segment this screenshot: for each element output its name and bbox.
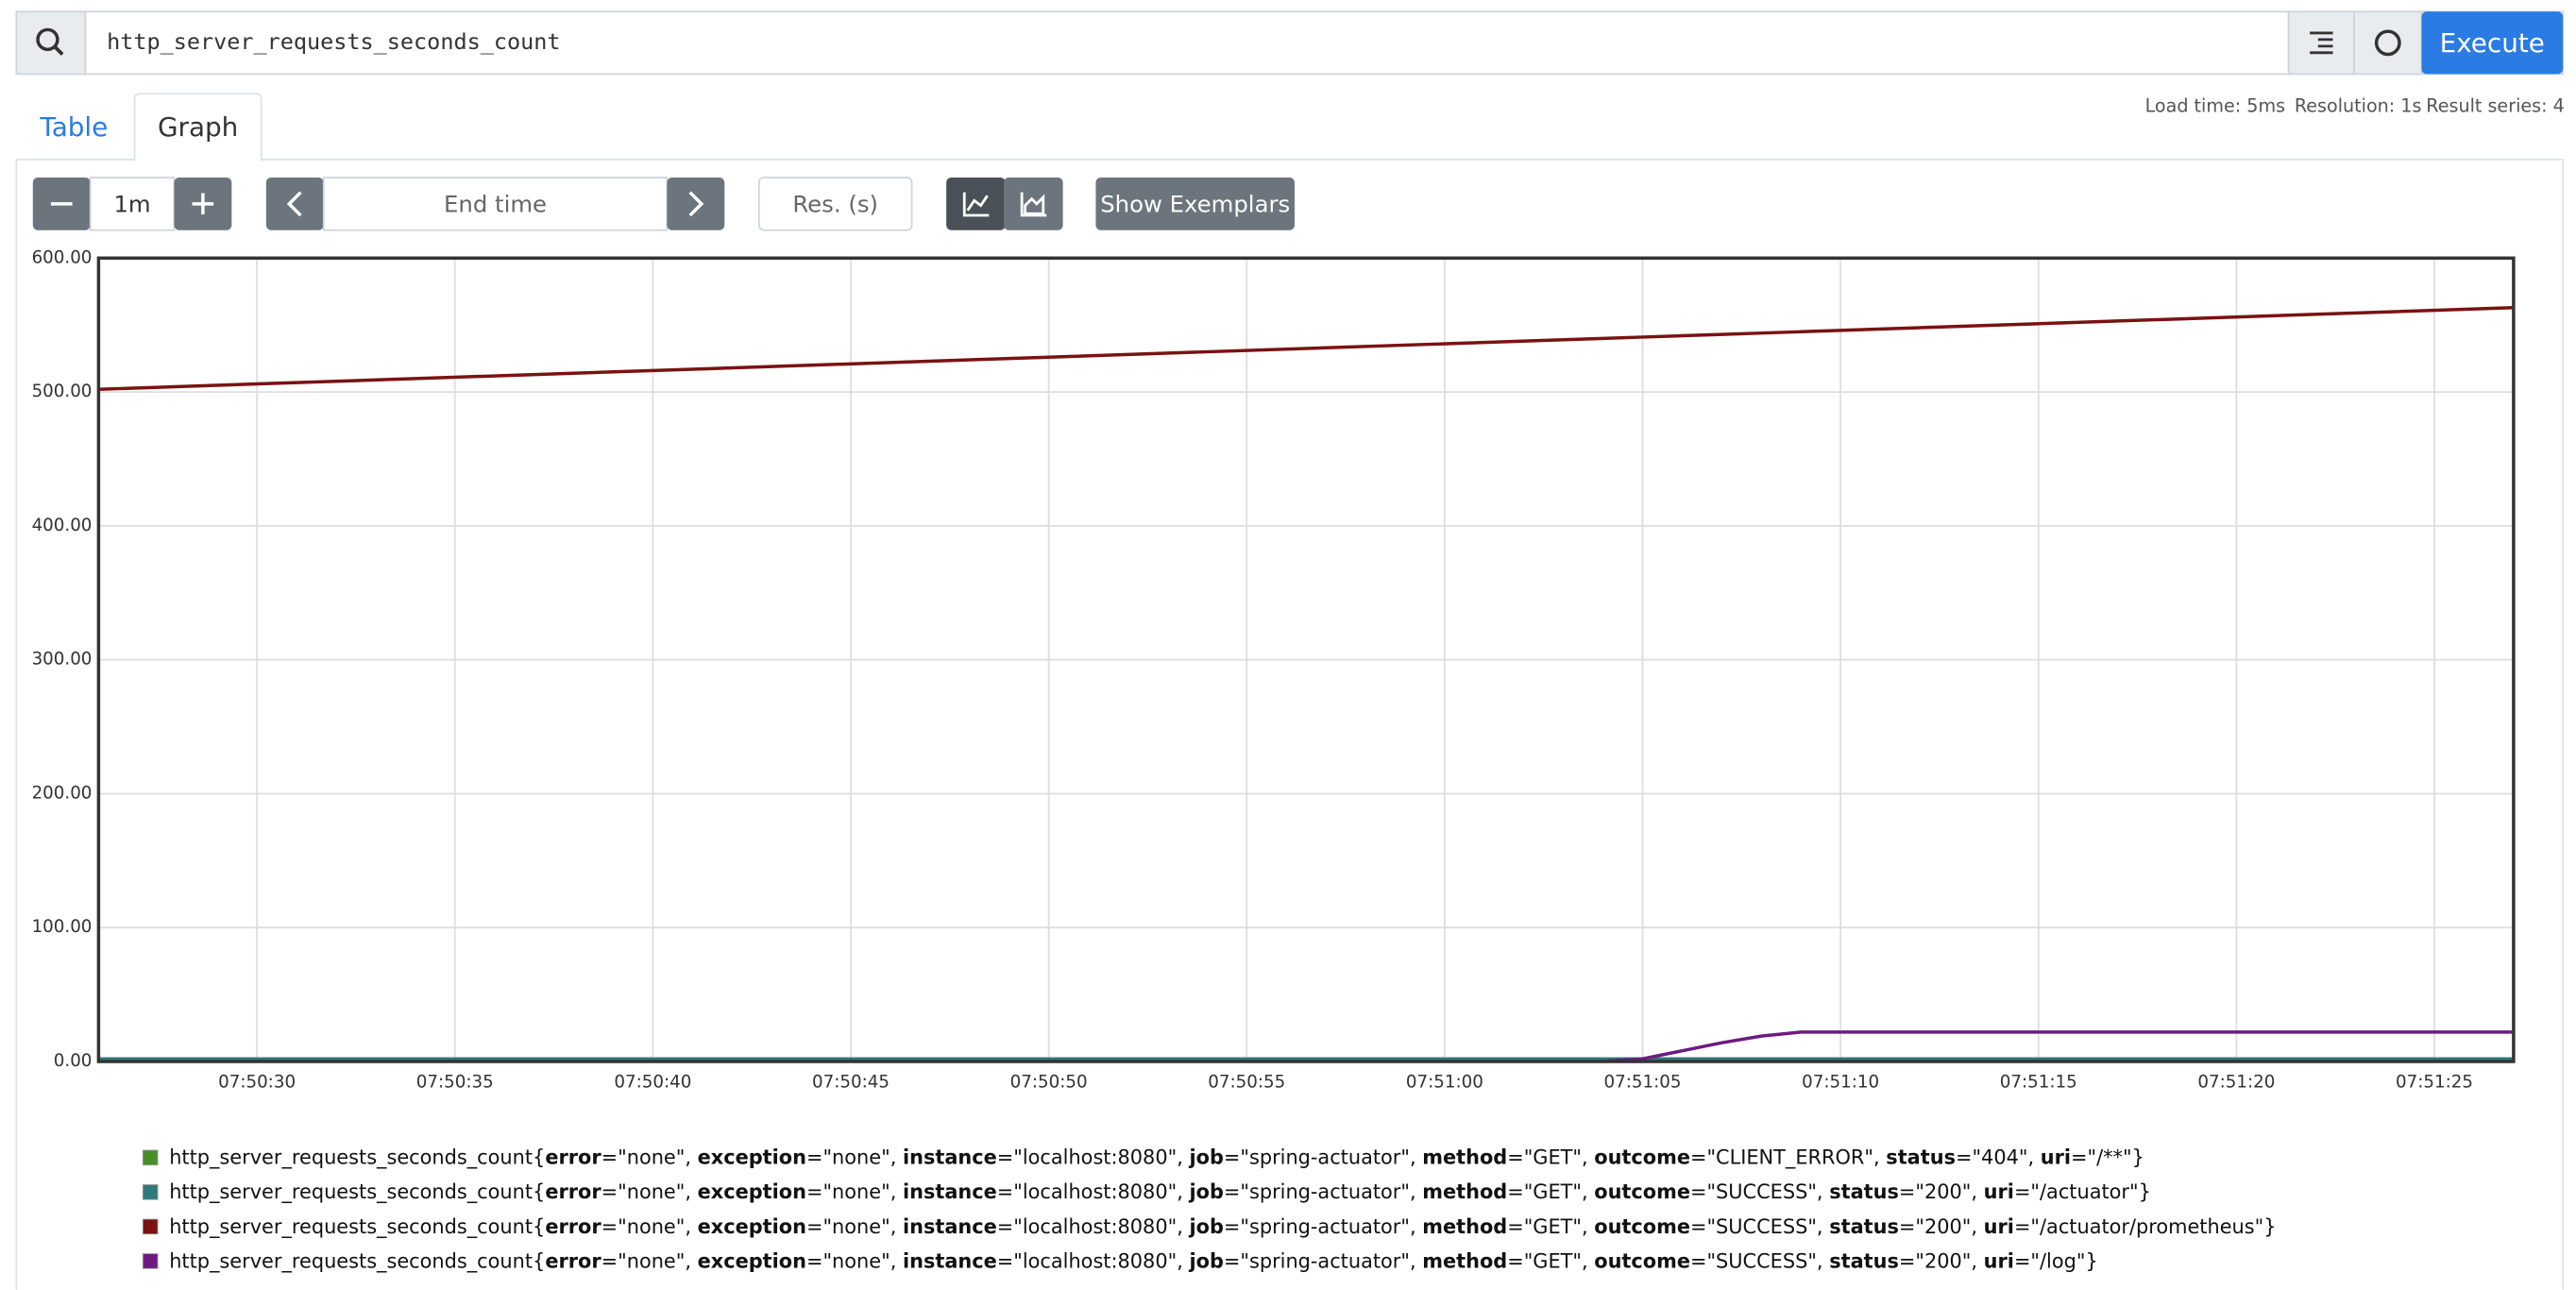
search-icon <box>53 45 64 56</box>
legend-entry: http_server_requests_seconds_count{error… <box>169 1180 2151 1204</box>
y-tick-label: 300.00 <box>32 650 93 670</box>
query-bar <box>15 10 2564 76</box>
panel-border <box>15 159 2564 1290</box>
chevron-right <box>688 191 704 217</box>
stat: Load time: 5ms <box>2145 95 2285 117</box>
series-line <box>1602 1030 2514 1063</box>
plus-icon <box>192 193 214 215</box>
stacked-icon <box>1020 192 1047 217</box>
legend: http_server_requests_seconds_count{error… <box>142 1146 2277 1273</box>
tab[interactable]: Graph <box>158 111 238 143</box>
legend-entry: http_server_requests_seconds_count{error… <box>169 1249 2098 1273</box>
plot-frame <box>96 256 2516 1063</box>
x-tick-label: 07:50:40 <box>614 1073 691 1093</box>
chevron-left <box>286 191 302 217</box>
y-tick-label: 500.00 <box>32 382 93 401</box>
resolution-input[interactable] <box>757 177 913 231</box>
metrics-explorer-button[interactable] <box>2353 10 2423 76</box>
range-value: 1m <box>113 191 150 218</box>
format-icon <box>2310 31 2333 55</box>
end-time-placeholder: End time <box>444 191 547 218</box>
active-tab[interactable] <box>133 93 263 161</box>
tab[interactable]: Table <box>39 111 108 143</box>
search-icon-box <box>15 10 87 76</box>
format-button[interactable] <box>2287 10 2355 76</box>
stat: Result series: 4 <box>2426 95 2565 117</box>
x-tick-label: 07:50:30 <box>218 1073 296 1093</box>
legend-swatch <box>142 1218 159 1235</box>
x-tick-label: 07:50:50 <box>1010 1073 1088 1093</box>
resolution-placeholder: Res. (s) <box>792 191 878 218</box>
stacked-mode-button[interactable] <box>1004 178 1063 230</box>
legend-swatch <box>142 1253 159 1269</box>
line-mode-button[interactable] <box>946 178 1006 230</box>
search-icon <box>36 27 59 52</box>
x-tick-label: 07:51:05 <box>1604 1073 1682 1093</box>
legend-entry: http_server_requests_seconds_count{error… <box>169 1146 2144 1170</box>
series-line <box>98 306 2514 391</box>
x-tick-label: 07:51:15 <box>2000 1073 2077 1093</box>
y-tick-label: 200.00 <box>32 783 93 803</box>
globe-icon <box>2374 29 2401 57</box>
x-tick-label: 07:50:55 <box>1208 1073 1285 1093</box>
plot: 0.00 100.00 200.00 300.00 400.00 500.00 600.00… <box>32 247 2516 1093</box>
execute-label: Execute <box>2440 27 2545 59</box>
line-icon <box>962 192 990 217</box>
legend-swatch <box>142 1184 159 1200</box>
query-input[interactable]: http_server_requests_seconds_count <box>107 28 560 55</box>
y-tick-label: 100.00 <box>32 917 93 937</box>
execute-button[interactable] <box>2421 11 2564 75</box>
legend-entry: http_server_requests_seconds_count{error… <box>169 1215 2276 1239</box>
x-tick-label: 07:51:20 <box>2197 1073 2275 1093</box>
x-tick-label: 07:50:45 <box>812 1073 890 1093</box>
time-forward[interactable] <box>667 178 725 230</box>
legend-swatch <box>142 1149 159 1166</box>
x-tick-label: 07:51:25 <box>2396 1073 2473 1093</box>
y-tick-label: 0.00 <box>54 1051 93 1071</box>
range-input[interactable] <box>89 177 176 231</box>
exemplars-label: Show Exemplars <box>1100 191 1290 218</box>
x-tick-label: 07:51:10 <box>1802 1073 1879 1093</box>
y-tick-label: 600.00 <box>32 247 93 267</box>
x-tick-label: 07:50:35 <box>416 1073 494 1093</box>
time-back[interactable] <box>265 178 324 230</box>
exemplars-button[interactable] <box>1095 178 1295 230</box>
stat: Resolution: 1s <box>2295 95 2422 117</box>
x-tick-label: 07:51:00 <box>1406 1073 1483 1093</box>
y-tick-label: 400.00 <box>32 516 93 535</box>
